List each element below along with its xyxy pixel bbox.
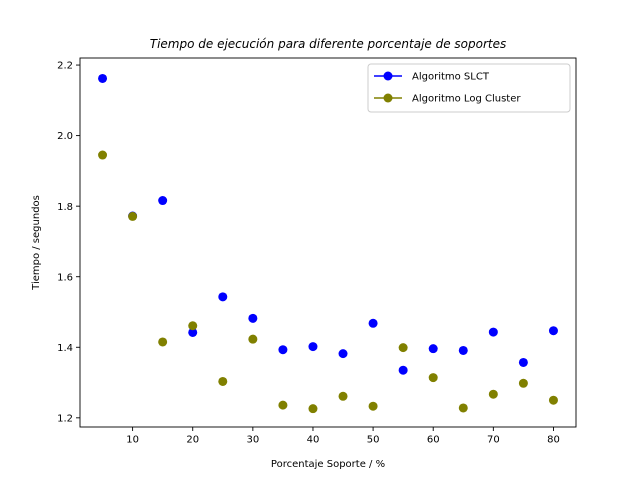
plot-area [80,58,576,427]
axes-layer: 10 20 30 40 50 60 70 80 1.2 1.4 1.6 1.8 2.0 2.2 [57,57,577,446]
legend-box [367,63,571,113]
series-2-point [248,334,258,344]
y-tick-label: 2.2 [57,61,73,72]
series-1-point [548,326,558,336]
series-1-point [278,345,288,355]
y-tick-label: 2.0 [57,131,73,142]
series-1-point [188,327,198,337]
series-1-point [518,357,528,367]
series-2-point [98,150,108,160]
y-tick-label: 1.6 [57,272,73,283]
series-2-point [368,401,378,411]
x-tick-label: 40 [307,435,320,446]
legend: Algoritmo SLCT Algoritmo Log Cluster [367,63,571,113]
y-tick-label: 1.2 [57,413,73,424]
series-1-point [338,349,348,359]
series-2-point [308,404,318,414]
legend-marker [383,71,393,81]
series-1-point [248,313,258,323]
series-1-point [308,342,318,352]
series-2-point [458,403,468,413]
series-2-point [398,343,408,353]
series-2-point [218,376,228,386]
series-2-point [278,400,288,410]
x-tick-label: 30 [246,435,259,446]
series-1-point [398,365,408,375]
points-layer [98,73,558,414]
legend-label: Algoritmo Log Cluster [412,94,521,105]
legend-marker [383,93,393,103]
series-1-point [98,73,108,83]
x-tick-label: 60 [427,435,440,446]
series-1-point [458,345,468,355]
series-1-point [428,344,438,354]
x-tick-label: 70 [487,435,500,446]
series-1-point [218,292,228,302]
series-2-point [338,391,348,401]
plot-frame [79,57,577,428]
series-2-point [158,337,168,347]
series-2-point [518,378,528,388]
series-1-point [488,327,498,337]
series-2-point [128,211,138,221]
y-axis-label: Tiempo / segundos [31,195,42,291]
x-axis-label: Porcentaje Soporte / % [271,459,385,470]
x-tick-label: 10 [126,435,139,446]
y-tick-label: 1.8 [57,202,73,213]
x-tick-label: 80 [547,435,560,446]
x-tick-label: 20 [186,435,199,446]
series-2-point [548,395,558,405]
series-1-point [158,196,168,206]
legend-label: Algoritmo SLCT [412,72,490,83]
series-1-point [368,318,378,328]
chart-title: Tiempo de ejecución para diferente porce… [150,37,506,51]
series-2-point [488,389,498,399]
series-2-point [188,321,198,331]
x-tick-label: 50 [367,435,380,446]
y-tick-label: 1.4 [57,343,73,354]
series-2-point [428,373,438,383]
